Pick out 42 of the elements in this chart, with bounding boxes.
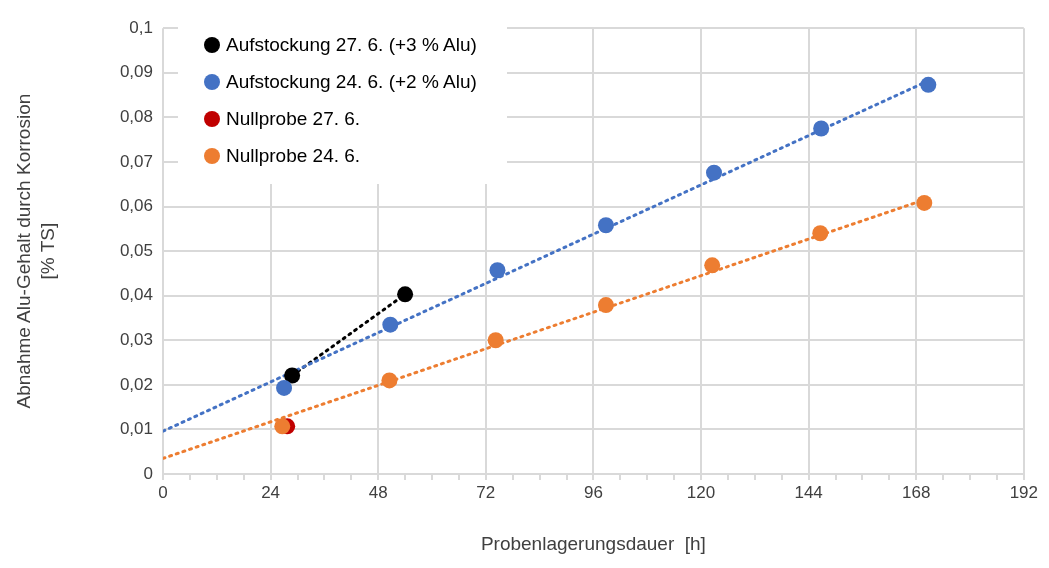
- point: [920, 76, 937, 93]
- y-tick-label: 0,07: [119, 151, 153, 171]
- y-tick-label: 0,05: [119, 240, 153, 260]
- x-tick-label: 48: [368, 482, 388, 502]
- x-axis-title: Probenlagerungsdauer [h]: [480, 532, 706, 554]
- x-tick-label: 0: [158, 482, 168, 502]
- y-tick-label: 0,06: [119, 196, 153, 216]
- x-tick-label: 120: [686, 482, 716, 502]
- y-tick-label: 0: [143, 463, 153, 483]
- point: [381, 372, 398, 389]
- y-tick-label: 0,09: [119, 62, 153, 82]
- point: [274, 418, 291, 435]
- y-tick-label: 0,08: [119, 107, 153, 127]
- x-tick-label: 168: [902, 482, 931, 502]
- x-tick-label: 24: [261, 482, 281, 502]
- point: [382, 316, 399, 333]
- point: [597, 217, 614, 234]
- point: [489, 262, 506, 279]
- point: [706, 164, 723, 181]
- point: [812, 225, 829, 242]
- legend-label: Aufstockung 27. 6. (+3 % Alu): [226, 33, 477, 56]
- point: [597, 297, 614, 314]
- y-tick-label: 0,04: [119, 285, 153, 305]
- point: [916, 194, 933, 211]
- y-tick-label: 0,03: [119, 329, 153, 349]
- point: [397, 286, 414, 303]
- point: [276, 379, 293, 396]
- x-tick-label: 144: [794, 482, 823, 502]
- x-tick-label: 192: [1009, 482, 1039, 502]
- point: [487, 332, 504, 349]
- legend-label: Nullprobe 24. 6.: [226, 144, 361, 167]
- point: [704, 257, 721, 274]
- y-tick-label: 0,1: [129, 17, 153, 37]
- y-tick-label: 0,02: [119, 374, 153, 394]
- x-tick-label: 96: [583, 482, 603, 502]
- point: [284, 367, 301, 384]
- legend-label: Nullprobe 27. 6.: [226, 107, 361, 130]
- legend-label: Aufstockung 24. 6. (+2 % Alu): [226, 70, 477, 93]
- y-axis-title: Abnahme Alu-Gehalt durch Korrosion [% TS]: [12, 93, 59, 409]
- y-tick-label: 0,01: [119, 419, 153, 439]
- point: [813, 120, 830, 137]
- x-tick-label: 72: [476, 482, 496, 502]
